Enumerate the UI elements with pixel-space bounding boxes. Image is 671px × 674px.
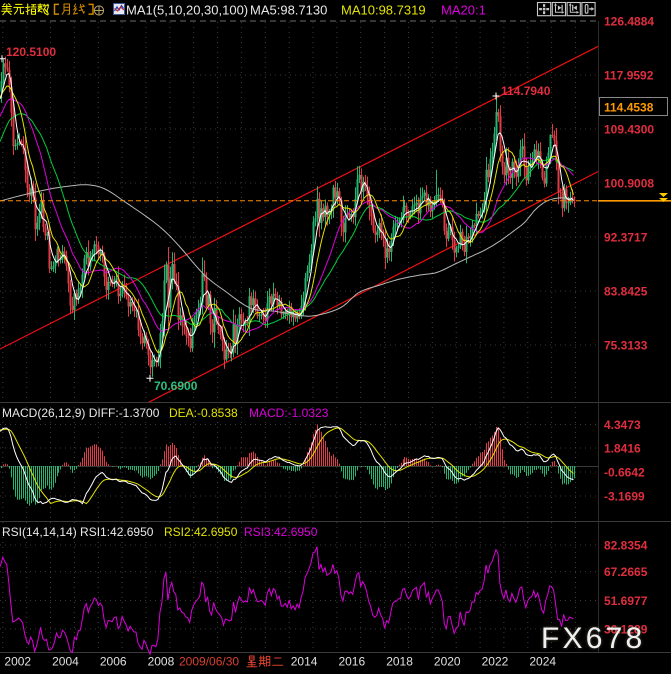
svg-text:117.9592: 117.9592 [604,69,654,83]
svg-text:2014: 2014 [291,655,318,669]
svg-text:114.4538: 114.4538 [604,101,654,115]
svg-text:75.3133: 75.3133 [604,339,648,353]
svg-text:70.6900: 70.6900 [154,379,198,393]
svg-text:114.7940: 114.7940 [501,84,551,98]
svg-text:2018: 2018 [386,655,413,669]
svg-text:MACD:-1.0323: MACD:-1.0323 [249,406,329,420]
svg-text:4.3473: 4.3473 [604,418,641,432]
svg-text:36.1289: 36.1289 [604,623,648,637]
svg-text:MACD(26,12,9) DIFF:-1.3700: MACD(26,12,9) DIFF:-1.3700 [2,406,160,420]
svg-text:MA20:1: MA20:1 [441,3,486,18]
svg-text:2024: 2024 [529,655,556,669]
svg-text:RSI3:42.6950: RSI3:42.6950 [244,525,318,539]
svg-text:2022: 2022 [482,655,509,669]
svg-text:-0.6642: -0.6642 [604,466,645,480]
svg-text:2002: 2002 [4,655,31,669]
svg-text:-3.1699: -3.1699 [604,490,645,504]
svg-text:51.6977: 51.6977 [604,594,648,608]
svg-text:2016: 2016 [338,655,365,669]
svg-text:2008: 2008 [148,655,175,669]
svg-text:2009/06/30: 2009/06/30 [179,655,239,669]
svg-text:MA10:98.7319: MA10:98.7319 [341,3,426,18]
svg-text:109.4300: 109.4300 [604,123,654,137]
svg-text:FX678: FX678 [541,622,645,655]
svg-text:67.2665: 67.2665 [604,565,648,579]
svg-text:DEA:-0.8538: DEA:-0.8538 [169,406,238,420]
svg-text:RSI2:42.6950: RSI2:42.6950 [164,525,238,539]
svg-text:126.4884: 126.4884 [604,15,654,29]
svg-text:100.9008: 100.9008 [604,177,654,191]
svg-text:MA1(5,10,20,30,100): MA1(5,10,20,30,100) [126,3,248,18]
svg-text:120.5100: 120.5100 [6,45,56,59]
svg-text:2004: 2004 [52,655,79,669]
svg-text:RSI(14,14,14) RSI1:42.6950: RSI(14,14,14) RSI1:42.6950 [2,525,154,539]
svg-text:82.8354: 82.8354 [604,539,648,553]
svg-text:1.8416: 1.8416 [604,442,641,456]
svg-text:2006: 2006 [100,655,127,669]
svg-text:92.3717: 92.3717 [604,231,648,245]
svg-text:2020: 2020 [434,655,461,669]
svg-text:MA5:98.7130: MA5:98.7130 [250,3,327,18]
svg-text:83.8425: 83.8425 [604,285,648,299]
